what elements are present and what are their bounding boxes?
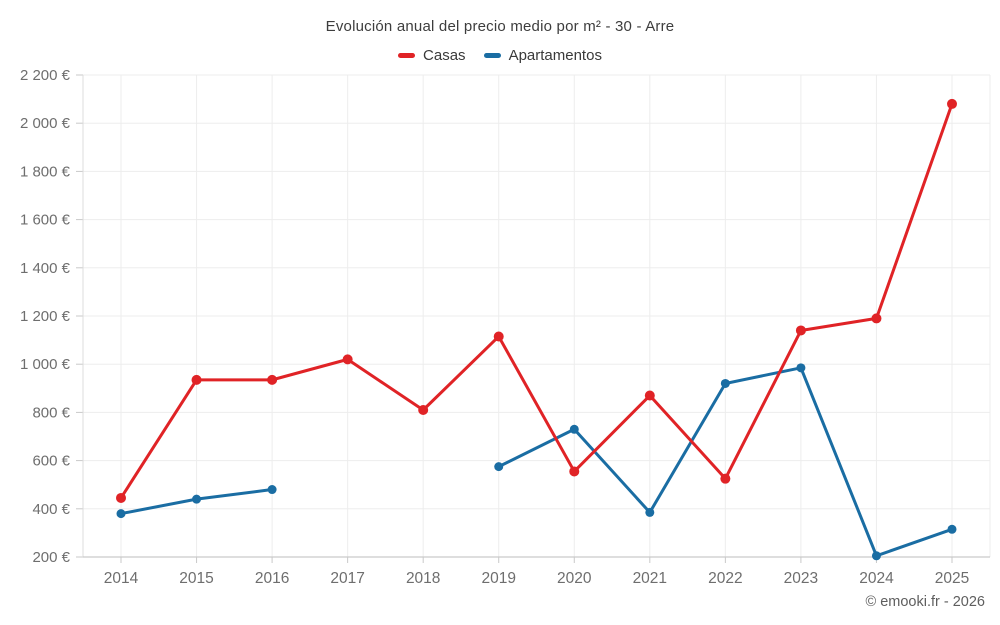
svg-text:1 000 €: 1 000 € bbox=[20, 356, 71, 373]
legend-label: Casas bbox=[423, 47, 466, 64]
svg-text:800 €: 800 € bbox=[32, 404, 70, 421]
svg-text:1 200 €: 1 200 € bbox=[20, 308, 71, 325]
svg-text:2015: 2015 bbox=[179, 570, 213, 587]
svg-text:2024: 2024 bbox=[859, 570, 894, 587]
legend-label: Apartamentos bbox=[508, 47, 602, 64]
svg-text:2021: 2021 bbox=[633, 570, 667, 587]
legend-swatch-casas bbox=[398, 53, 416, 58]
copyright-footer: © emooki.fr - 2026 bbox=[865, 594, 985, 610]
svg-text:1 600 €: 1 600 € bbox=[20, 212, 71, 229]
svg-text:1 800 €: 1 800 € bbox=[20, 163, 71, 180]
svg-text:2020: 2020 bbox=[557, 570, 592, 587]
svg-text:2 200 €: 2 200 € bbox=[20, 67, 71, 84]
svg-text:2 000 €: 2 000 € bbox=[20, 115, 71, 132]
svg-text:1 400 €: 1 400 € bbox=[20, 260, 71, 277]
svg-text:600 €: 600 € bbox=[32, 453, 70, 470]
svg-text:2018: 2018 bbox=[406, 570, 440, 587]
svg-text:2023: 2023 bbox=[784, 570, 818, 587]
svg-text:400 €: 400 € bbox=[32, 501, 70, 518]
svg-text:2014: 2014 bbox=[104, 570, 139, 587]
chart-legend: Casas Apartamentos bbox=[0, 47, 1000, 64]
svg-text:2016: 2016 bbox=[255, 570, 289, 587]
svg-text:2017: 2017 bbox=[330, 570, 364, 587]
legend-swatch-apartamentos bbox=[483, 53, 501, 58]
legend-item-apartamentos[interactable]: Apartamentos bbox=[483, 47, 602, 64]
svg-text:2019: 2019 bbox=[481, 570, 515, 587]
svg-text:200 €: 200 € bbox=[32, 549, 70, 566]
svg-text:2022: 2022 bbox=[708, 570, 742, 587]
svg-text:2025: 2025 bbox=[935, 570, 969, 587]
chart-title: Evolución anual del precio medio por m² … bbox=[325, 18, 675, 35]
legend-item-casas[interactable]: Casas bbox=[398, 47, 466, 64]
